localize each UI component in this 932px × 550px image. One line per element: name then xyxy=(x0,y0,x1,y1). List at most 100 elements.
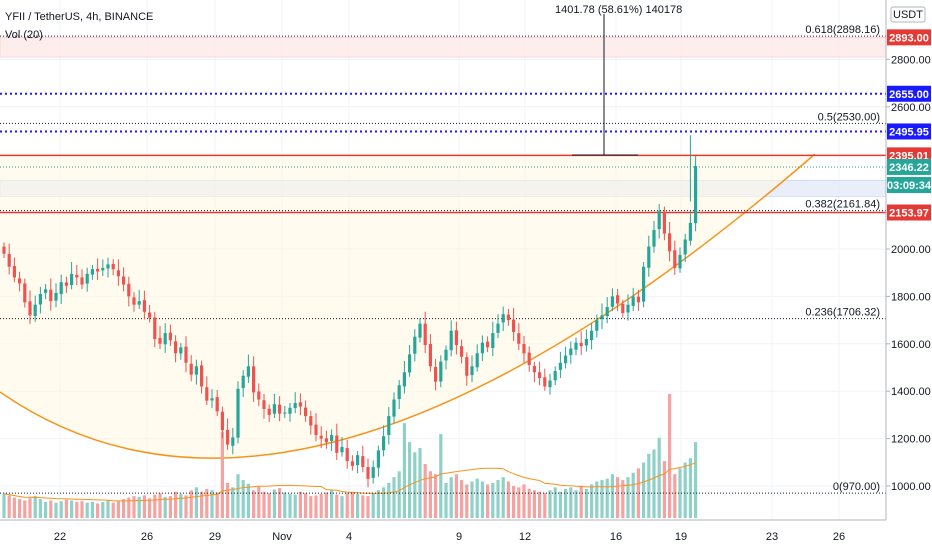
candle-body xyxy=(636,296,640,303)
volume-bar xyxy=(465,484,469,518)
candle-body xyxy=(194,366,198,375)
candle-body xyxy=(652,230,656,247)
candle-body xyxy=(153,317,157,340)
volume-bar xyxy=(189,490,193,518)
price-badge-label: 2153.97 xyxy=(889,208,929,220)
candle-body xyxy=(668,233,672,252)
volume-bar xyxy=(522,484,526,518)
fib-label: 0.5(2530.00) xyxy=(818,111,880,123)
candle-body xyxy=(564,355,568,364)
volume-bar xyxy=(668,393,672,518)
horizontal-lines[interactable] xyxy=(0,92,886,214)
volume-bar xyxy=(174,491,178,518)
volume-bar xyxy=(111,502,115,518)
candle-body xyxy=(220,411,224,431)
volume-bar xyxy=(532,490,536,518)
candle-body xyxy=(688,222,692,241)
price-axis-ticks: 1000.00 1200.00 1400.00 1600.00 1800.00 2000.… xyxy=(886,54,931,493)
volume-bar xyxy=(558,491,562,518)
price-axis[interactable]: 1000.00 1200.00 1400.00 1600.00 1800.00 2000.… xyxy=(885,0,932,520)
time-axis[interactable]: 22 26 29 Nov 4 9 12 16 19 23 26 xyxy=(0,519,932,550)
volume-bar xyxy=(590,484,594,518)
volume-bar xyxy=(226,482,230,518)
rounding-bottom-arc[interactable] xyxy=(0,153,816,459)
candle-body xyxy=(122,276,126,285)
candle-body xyxy=(694,166,698,224)
volume-bar xyxy=(569,487,573,518)
candle-body xyxy=(90,269,94,275)
candle-body xyxy=(605,307,609,317)
candle-body xyxy=(304,407,308,417)
candle-body xyxy=(538,372,542,379)
volume-bar xyxy=(512,485,516,518)
volume-bar xyxy=(584,488,588,518)
candle-body xyxy=(215,397,219,412)
candle-body xyxy=(480,342,484,354)
candle-body xyxy=(361,456,365,468)
candle-body xyxy=(324,438,328,443)
volume-bar xyxy=(49,500,53,518)
candle-body xyxy=(683,239,687,255)
volume-bar xyxy=(636,468,640,518)
volume-bar xyxy=(527,488,531,518)
volume-bar xyxy=(158,493,162,518)
candle-body xyxy=(558,362,562,370)
candle-body xyxy=(246,366,250,377)
volume-bar xyxy=(361,495,365,518)
candle-body xyxy=(163,333,167,345)
price-badge: 2153.97 xyxy=(887,204,931,221)
candle-body xyxy=(579,342,583,347)
volume-bar xyxy=(236,474,240,518)
arc-line[interactable] xyxy=(0,153,816,459)
volume-bar xyxy=(683,462,687,518)
candle-body xyxy=(465,357,469,376)
candle-body xyxy=(106,264,110,269)
candle-body xyxy=(657,211,661,230)
volume-bar xyxy=(506,481,510,518)
candle-body xyxy=(610,296,614,307)
volume-bar xyxy=(293,494,297,518)
measure-tool[interactable]: 1401.78 (58.61%) 140178 xyxy=(555,4,682,156)
currency-box[interactable]: USDT xyxy=(890,6,926,23)
candle-body xyxy=(631,296,635,306)
volume-bar xyxy=(694,442,698,518)
volume-bar xyxy=(439,434,443,518)
volume-bar xyxy=(168,496,172,518)
fib-levels[interactable]: 0.618(2898.16) 0.5(2530.00) 0.382(2161.84)… xyxy=(0,24,886,494)
volume-bar xyxy=(59,501,63,518)
volume-bar xyxy=(257,486,261,518)
volume-bar xyxy=(132,496,136,518)
volume-bar xyxy=(574,490,578,518)
volume-bar xyxy=(101,501,105,518)
volume-bar xyxy=(194,487,198,518)
volume-bar xyxy=(402,423,406,518)
candle-body xyxy=(496,323,500,333)
price-badge-bg xyxy=(887,123,931,140)
candle-body xyxy=(210,398,214,401)
candle-body xyxy=(330,435,334,441)
candle-body xyxy=(350,461,354,466)
price-badge-label: 03:09:34 xyxy=(887,180,932,192)
volume-bar xyxy=(408,442,412,518)
candle-body xyxy=(408,354,412,373)
candle-body xyxy=(532,366,536,373)
zone-red[interactable] xyxy=(0,37,887,58)
volume-bar xyxy=(262,491,266,518)
price-badge: 03:09:34 xyxy=(887,177,932,194)
candle-body xyxy=(96,268,100,272)
volume-bar xyxy=(538,491,542,518)
price-tick-label: 1400.00 xyxy=(891,386,931,398)
volume-bar xyxy=(350,491,354,518)
candle-body xyxy=(423,323,427,345)
fib-label: 0(970.00) xyxy=(833,481,880,493)
time-tick-label: 9 xyxy=(456,531,462,543)
candle-body xyxy=(356,455,360,466)
candle-body xyxy=(132,297,136,305)
price-tick-label: 1200.00 xyxy=(891,434,931,446)
volume-bar xyxy=(215,492,219,518)
volume-bar xyxy=(241,480,245,518)
volume-bar xyxy=(517,487,521,518)
candle-body xyxy=(470,366,474,376)
candle-body xyxy=(23,283,27,303)
